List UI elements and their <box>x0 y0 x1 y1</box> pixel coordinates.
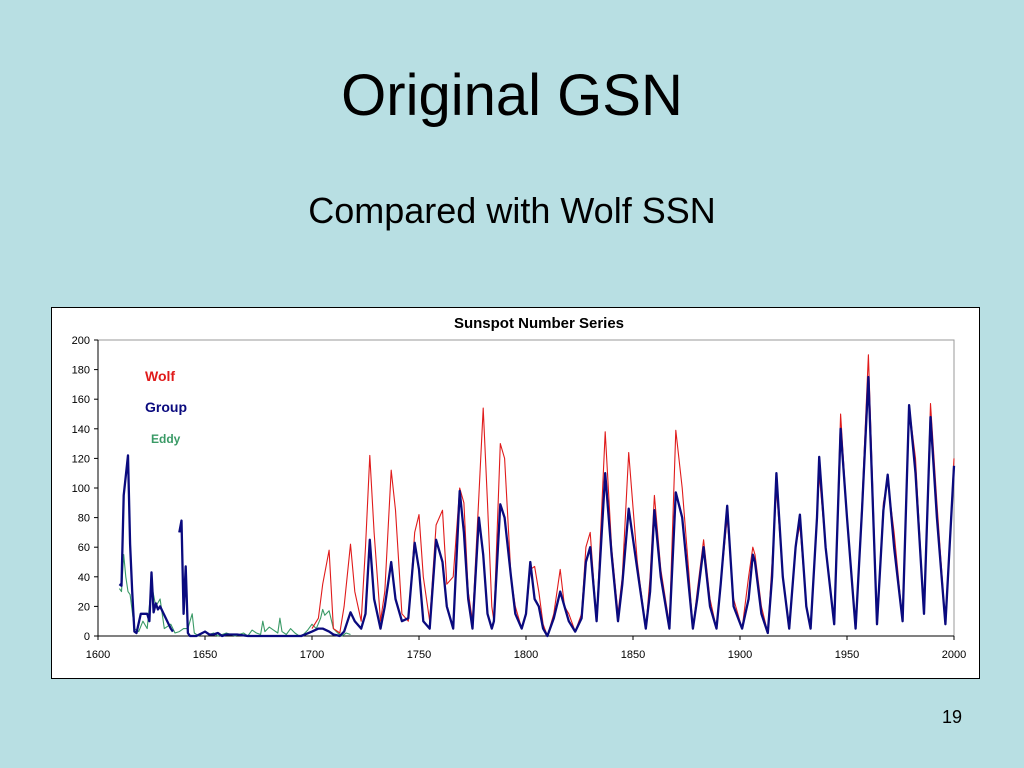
series-line-group <box>118 375 956 638</box>
x-tick-label: 1650 <box>193 649 217 661</box>
y-tick-label: 100 <box>72 483 90 495</box>
y-tick-label: 180 <box>72 365 90 377</box>
y-tick-label: 140 <box>72 424 90 436</box>
x-tick-label: 1600 <box>86 649 110 661</box>
y-tick-label: 0 <box>84 631 90 643</box>
chart-legend: Wolf Group Eddy <box>145 368 187 446</box>
legend-label-group: Group <box>145 399 187 415</box>
legend-label-eddy: Eddy <box>151 432 181 446</box>
sunspot-chart: Sunspot Number Series 0 20 40 60 80 100 120 140… <box>72 315 967 661</box>
chart-title: Sunspot Number Series <box>454 315 624 332</box>
y-tick-label: 120 <box>72 453 90 465</box>
x-tick-label: 1700 <box>300 649 324 661</box>
x-tick-label: 2000 <box>942 649 966 661</box>
x-tick-label: 1950 <box>835 649 859 661</box>
x-tick-label: 1750 <box>407 649 431 661</box>
chart-container: Sunspot Number Series 0 20 40 60 80 100 120 140… <box>51 307 980 679</box>
legend-label-wolf: Wolf <box>145 368 175 384</box>
chart-axes: 0 20 40 60 80 100 120 140 160 180 200 1600 1650 1700 1… <box>72 335 967 661</box>
slide-number: 19 <box>941 707 962 727</box>
chart-series <box>118 354 956 638</box>
y-tick-label: 60 <box>78 542 90 554</box>
x-tick-label: 1800 <box>514 649 538 661</box>
slide-title: Original GSN <box>341 63 683 128</box>
y-tick-label: 80 <box>78 513 90 525</box>
y-tick-label: 200 <box>72 335 90 347</box>
y-tick-label: 160 <box>72 394 90 406</box>
y-tick-label: 20 <box>78 601 90 613</box>
series-line-eddy <box>118 554 351 637</box>
x-tick-label: 1900 <box>728 649 752 661</box>
x-tick-label: 1850 <box>621 649 645 661</box>
slide-subtitle: Compared with Wolf SSN <box>308 190 716 231</box>
plot-area <box>97 339 955 637</box>
y-tick-label: 40 <box>78 572 90 584</box>
